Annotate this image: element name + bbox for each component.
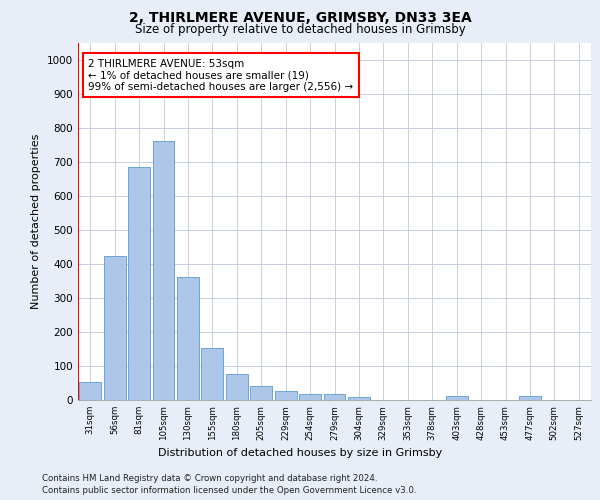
- Bar: [446, 396, 467, 400]
- Bar: [323, 394, 346, 400]
- Bar: [177, 276, 199, 400]
- Text: Contains public sector information licensed under the Open Government Licence v3: Contains public sector information licen…: [42, 486, 416, 495]
- Y-axis label: Number of detached properties: Number of detached properties: [31, 134, 41, 309]
- Bar: [275, 391, 296, 400]
- Bar: [128, 167, 150, 400]
- Text: 2 THIRLMERE AVENUE: 53sqm
← 1% of detached houses are smaller (19)
99% of semi-d: 2 THIRLMERE AVENUE: 53sqm ← 1% of detach…: [88, 58, 353, 92]
- Text: Distribution of detached houses by size in Grimsby: Distribution of detached houses by size …: [158, 448, 442, 458]
- Bar: [348, 396, 370, 400]
- Text: Contains HM Land Registry data © Crown copyright and database right 2024.: Contains HM Land Registry data © Crown c…: [42, 474, 377, 483]
- Bar: [79, 382, 101, 400]
- Bar: [519, 396, 541, 400]
- Bar: [226, 374, 248, 400]
- Bar: [152, 141, 175, 400]
- Text: 2, THIRLMERE AVENUE, GRIMSBY, DN33 3EA: 2, THIRLMERE AVENUE, GRIMSBY, DN33 3EA: [128, 11, 472, 25]
- Bar: [202, 348, 223, 400]
- Bar: [104, 256, 125, 400]
- Text: Size of property relative to detached houses in Grimsby: Size of property relative to detached ho…: [134, 22, 466, 36]
- Bar: [299, 394, 321, 400]
- Bar: [250, 386, 272, 400]
